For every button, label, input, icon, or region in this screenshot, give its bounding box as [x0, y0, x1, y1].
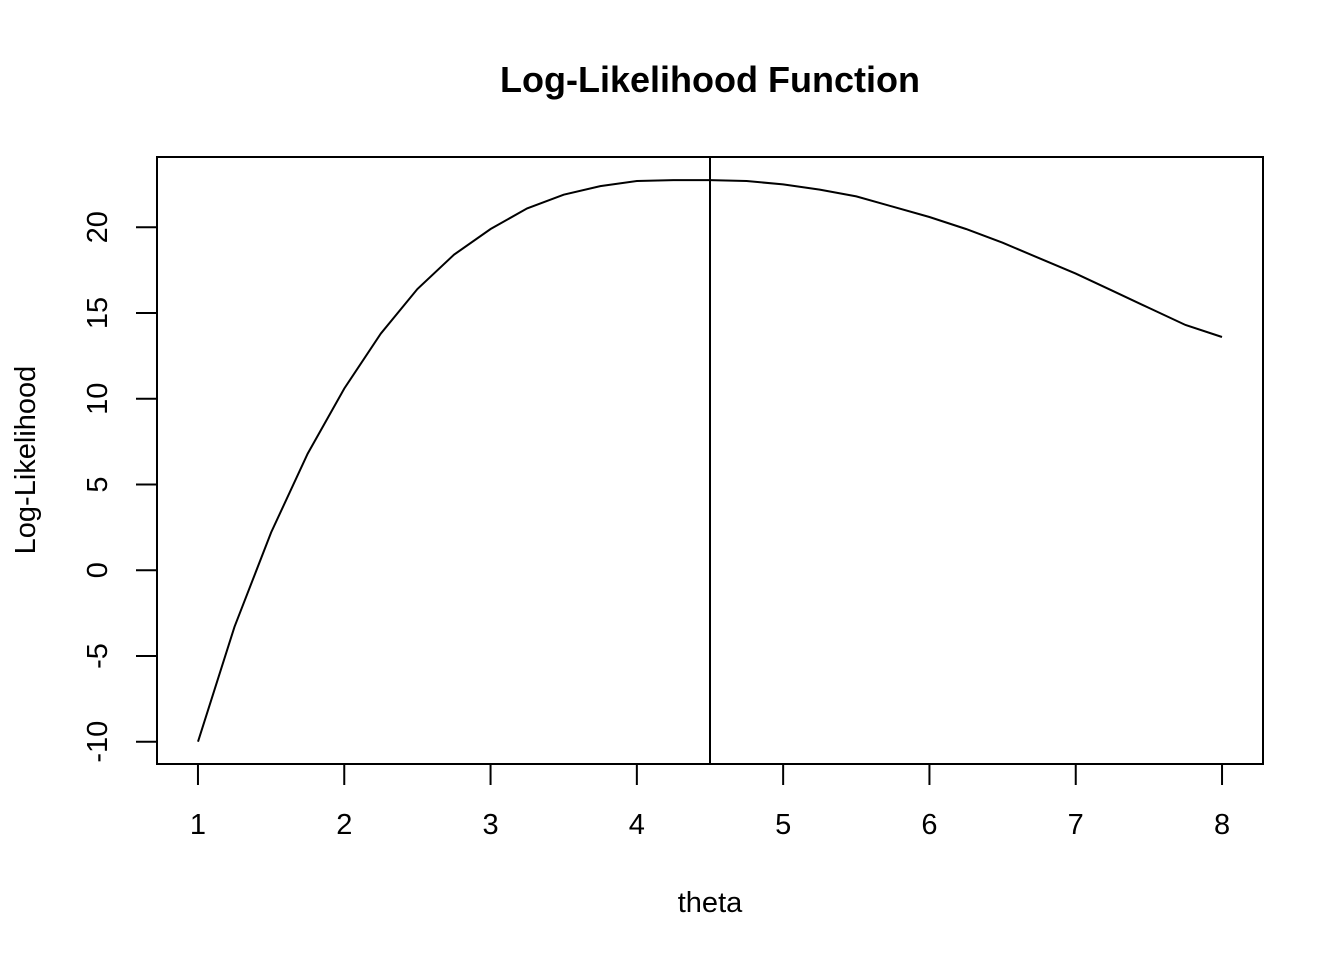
x-tick-label: 7	[1068, 809, 1084, 841]
x-tick-label: 2	[336, 809, 352, 841]
y-tick-label: 20	[82, 211, 114, 243]
x-tick-label: 4	[629, 809, 645, 841]
y-axis-label: Log-Likelihood	[10, 366, 42, 555]
x-axis-label: theta	[678, 887, 743, 919]
y-tick-label: 15	[82, 297, 114, 329]
chart-title: Log-Likelihood Function	[500, 59, 920, 100]
y-axis: -10 -5 0 5 10 15 20	[82, 211, 158, 763]
y-tick-label: 5	[82, 476, 114, 492]
x-tick-label: 5	[775, 809, 791, 841]
y-tick-label: 0	[82, 562, 114, 578]
y-tick-label: -10	[82, 721, 114, 763]
x-tick-label: 6	[921, 809, 937, 841]
x-tick-label: 3	[482, 809, 498, 841]
x-tick-label: 1	[190, 809, 206, 841]
y-tick-label: -5	[82, 643, 114, 669]
y-tick-label: 10	[82, 383, 114, 415]
x-tick-label: 8	[1214, 809, 1230, 841]
x-axis: 1 2 3 4 5 6 7 8	[190, 763, 1230, 841]
